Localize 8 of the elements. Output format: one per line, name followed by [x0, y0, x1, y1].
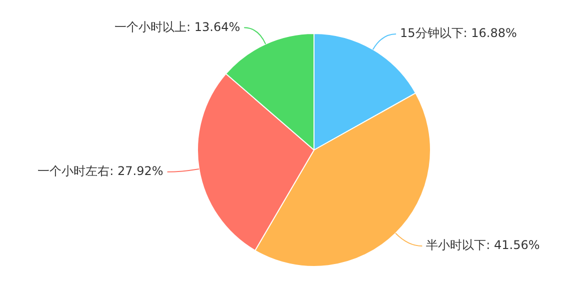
data-label: : 13.64% — [186, 20, 240, 34]
data-label: : 27.92% — [110, 164, 164, 178]
slice-label: 半小时以下 — [426, 238, 486, 252]
data-label: : 16.88% — [463, 26, 517, 40]
slice-label: 15分钟以下 — [400, 26, 464, 40]
slice-label: 一个小时以上 — [114, 20, 186, 34]
slice-label: 一个小时左右 — [38, 164, 110, 178]
data-label: : 41.56% — [486, 238, 540, 252]
